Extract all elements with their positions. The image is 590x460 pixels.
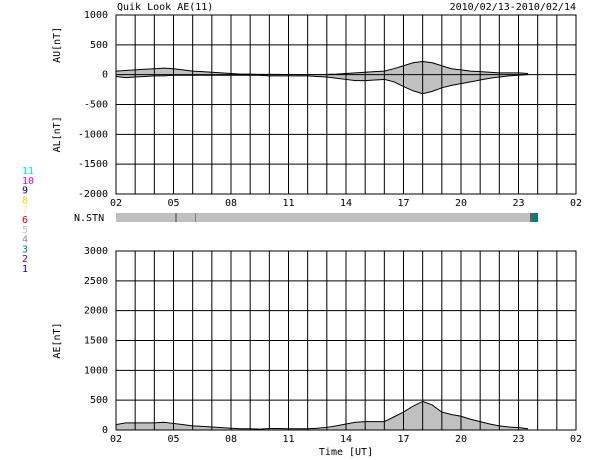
y-tick-label: -1500 <box>78 159 108 170</box>
area-line <box>115 74 529 95</box>
y-tick-label: -500 <box>84 100 108 111</box>
y-tick-label: 1500 <box>84 336 108 347</box>
station-legend-label: 6 <box>22 215 28 226</box>
x-tick-label: 02 <box>110 434 122 445</box>
plot-frame <box>115 250 577 431</box>
x-tick-label: 17 <box>397 434 409 445</box>
page-title: Quik Look AE(11) <box>117 2 213 13</box>
x-tick-label: 11 <box>282 198 294 209</box>
x-tick-label: 14 <box>340 434 352 445</box>
y-tick-label: 500 <box>90 40 108 51</box>
nstn-end <box>533 213 538 222</box>
station-legend-label: 8 <box>22 195 28 206</box>
x-tick-label: 02 <box>570 434 582 445</box>
x-tick-label: 08 <box>225 198 237 209</box>
station-legend-label: 3 <box>22 244 28 255</box>
y-axis-label: AU[nT] <box>52 27 63 63</box>
y-tick-label: -2000 <box>78 189 108 200</box>
x-tick-label: 02 <box>110 198 122 209</box>
station-legend-label: 2 <box>22 254 28 265</box>
area-line <box>115 400 529 430</box>
x-tick-label: 08 <box>225 434 237 445</box>
station-legend-label: 1 <box>22 264 28 275</box>
y-tick-label: 3000 <box>84 246 108 257</box>
date-range: 2010/02/13-2010/02/14 <box>450 2 576 13</box>
area-fill <box>116 74 529 94</box>
y-axis-label: AL[nT] <box>52 116 63 152</box>
plot-frame <box>115 14 577 195</box>
area-fill <box>116 401 529 430</box>
x-tick-label: 23 <box>512 434 524 445</box>
y-tick-label: 0 <box>102 70 108 81</box>
x-tick-label: 14 <box>340 198 352 209</box>
y-tick-label: 0 <box>102 425 108 436</box>
nstn-label: N.STN <box>74 213 104 224</box>
station-legend-label: 5 <box>22 225 28 236</box>
y-tick-label: 2000 <box>84 306 108 317</box>
y-tick-label: 1000 <box>84 365 108 376</box>
x-tick-label: 17 <box>397 198 409 209</box>
y-tick-label: -1000 <box>78 129 108 140</box>
y-axis-label: AE[nT] <box>52 322 63 358</box>
nstn-end <box>530 213 533 222</box>
y-tick-label: 2500 <box>84 276 108 287</box>
station-legend-label: 7 <box>22 205 28 216</box>
station-legend-label: 11 <box>22 166 34 177</box>
nstn-bar <box>116 213 538 222</box>
station-legend-label: 10 <box>22 176 34 187</box>
x-tick-label: 23 <box>512 198 524 209</box>
nstn-drop <box>175 213 177 222</box>
x-tick-label: 05 <box>167 198 179 209</box>
area-fill <box>116 61 529 75</box>
y-tick-label: 1000 <box>84 10 108 21</box>
x-tick-label: 11 <box>282 434 294 445</box>
station-legend-label: 4 <box>22 235 28 246</box>
station-legend-label: 9 <box>22 186 28 197</box>
x-tick-label: 20 <box>455 198 467 209</box>
y-tick-label: 500 <box>90 395 108 406</box>
x-axis-label: Time [UT] <box>319 447 373 458</box>
x-tick-label: 20 <box>455 434 467 445</box>
nstn-drop <box>195 213 196 222</box>
x-tick-label: 02 <box>570 198 582 209</box>
nstn-fill <box>116 213 530 222</box>
x-tick-label: 05 <box>167 434 179 445</box>
